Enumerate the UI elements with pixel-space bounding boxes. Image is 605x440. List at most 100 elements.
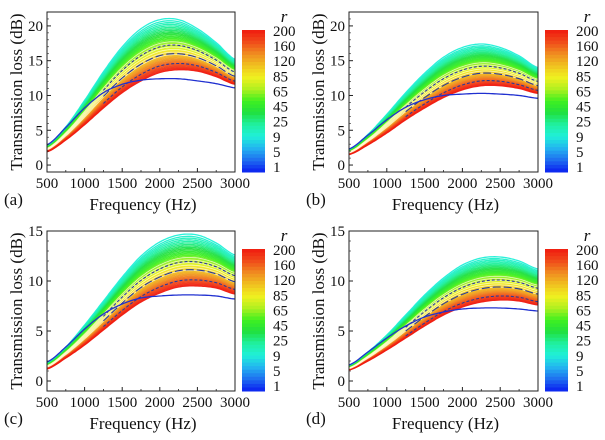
colorbar-stripe [545, 284, 568, 289]
x-axis-title: Frequency (Hz) [89, 195, 196, 214]
colorbar-stripe [242, 125, 265, 130]
colorbar-stripe [242, 47, 265, 52]
curve-r [47, 69, 235, 153]
x-tick-label: 1000 [372, 395, 402, 411]
panel-label: (d) [306, 409, 326, 428]
colorbar-label: 65 [576, 303, 591, 319]
curve-r1 [349, 307, 538, 366]
colorbar-stripe [545, 320, 568, 325]
colorbar-stripe [545, 136, 568, 141]
colorbar-stripe [545, 259, 568, 264]
colorbar-label: 25 [273, 115, 288, 131]
colorbar-stripe [545, 147, 568, 152]
colorbar-title: r [281, 7, 288, 26]
colorbar-stripe [545, 76, 568, 81]
curve-highlight [47, 49, 235, 150]
colorbar-stripe [242, 122, 265, 127]
colorbar-stripe [242, 309, 265, 314]
colorbar-stripe [242, 101, 265, 106]
colorbar-stripe [545, 323, 568, 328]
curve-r1 [47, 77, 235, 146]
colorbar-label: 9 [273, 130, 281, 146]
colorbar-stripe [545, 150, 568, 155]
dashed-curve [405, 72, 538, 113]
colorbar-stripe [242, 44, 265, 49]
colorbar-stripe [545, 362, 568, 367]
colorbar-label: 45 [576, 319, 591, 335]
colorbar-stripe [545, 122, 568, 127]
curves-group [47, 233, 235, 370]
colorbar-stripe [242, 154, 265, 159]
colorbar-stripe [545, 90, 568, 95]
colorbar-stripe [545, 154, 568, 159]
colorbar-stripe [545, 355, 568, 360]
colorbar-stripe [545, 161, 568, 166]
x-tick-label: 1500 [410, 176, 440, 192]
x-tick-label: 2000 [145, 176, 175, 192]
colorbar-stripe [242, 348, 265, 353]
colorbar-stripe [545, 305, 568, 310]
colorbar-stripe [242, 280, 265, 285]
x-tick-label: 2500 [485, 395, 515, 411]
curve-r1 [47, 294, 235, 363]
dashed-curve [405, 65, 538, 108]
colorbar-stripe [242, 295, 265, 300]
colorbar-stripe [545, 316, 568, 321]
colorbar-stripe [545, 302, 568, 307]
colorbar-stripe [545, 157, 568, 162]
colorbar-label: 85 [273, 69, 288, 85]
colorbar-stripe [242, 334, 265, 339]
x-tick-label: 3000 [220, 395, 250, 411]
x-tick-label: 2500 [182, 176, 212, 192]
colorbar-stripe [545, 376, 568, 381]
colorbar-label: 65 [273, 303, 288, 319]
colorbar-stripe [545, 140, 568, 145]
y-tick-label: 0 [36, 158, 44, 174]
curve-highlight [349, 284, 538, 369]
colorbar-stripe [545, 380, 568, 385]
colorbar-label: 25 [576, 334, 591, 350]
colorbar-stripe [242, 355, 265, 360]
colorbar-stripe [242, 30, 265, 35]
colorbar-stripe [545, 334, 568, 339]
colorbar-stripe [242, 387, 265, 392]
colorbar-label: 9 [576, 130, 584, 146]
curve-r [349, 299, 538, 371]
y-tick-label: 0 [36, 374, 44, 390]
colorbar-stripe [242, 147, 265, 152]
colorbar-stripe [242, 305, 265, 310]
colorbar-stripe [545, 256, 568, 261]
curve-r [349, 84, 538, 156]
colorbar-stripe [545, 143, 568, 148]
colorbar-stripe [242, 37, 265, 42]
colorbar-stripe [242, 86, 265, 91]
colorbar-stripe [545, 298, 568, 303]
colorbar-stripe [545, 129, 568, 134]
colorbar-stripe [242, 111, 265, 116]
colorbar-stripe [242, 344, 265, 349]
curve-highlight [349, 62, 538, 153]
x-tick-label: 500 [36, 395, 59, 411]
colorbar-label: 160 [273, 258, 296, 274]
colorbar-stripe [545, 51, 568, 56]
colorbar-stripe [545, 97, 568, 102]
colorbar-stripe [242, 284, 265, 289]
colorbar-stripe [545, 69, 568, 74]
colorbar-stripe [242, 341, 265, 346]
x-tick-label: 1500 [107, 395, 137, 411]
y-tick-label: 10 [330, 88, 345, 104]
dashed-curve [103, 53, 235, 97]
panel-label: (b) [306, 190, 326, 209]
curve-highlight [349, 275, 538, 369]
colorbar-stripe [545, 58, 568, 63]
colorbar-stripe [545, 270, 568, 275]
colorbar-stripe [545, 118, 568, 123]
curve-highlight [349, 66, 538, 153]
panel-label: (a) [4, 190, 23, 209]
colorbar-stripe [545, 72, 568, 77]
colorbar-label: 1 [273, 160, 281, 176]
colorbar-stripe [242, 54, 265, 59]
colorbar-stripe [545, 383, 568, 388]
